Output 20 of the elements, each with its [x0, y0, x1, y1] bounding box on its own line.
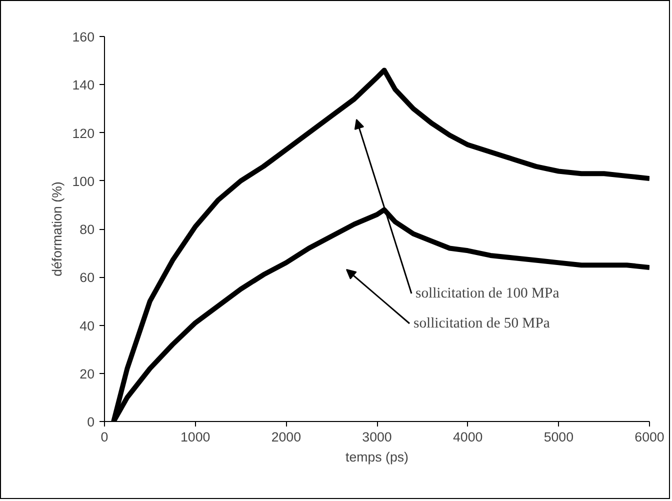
annotation: sollicitation de 50 MPa: [414, 316, 550, 332]
x-tick-label: 5000: [544, 430, 574, 444]
y-tick-label: 160: [72, 30, 95, 44]
x-tick-label: 1000: [180, 430, 210, 444]
y-tick-label: 120: [72, 126, 95, 141]
x-tick-label: 0: [100, 430, 108, 444]
x-tick-label: 2000: [271, 430, 301, 444]
y-tick-label: 60: [80, 270, 95, 286]
x-axis-title: temps (ps): [346, 450, 408, 464]
x-tick-label: 3000: [362, 430, 392, 444]
y-tick-label: 40: [80, 318, 95, 334]
y-tick-label: 100: [72, 174, 95, 189]
y-tick-label: 140: [72, 78, 95, 93]
annotation: sollicitation de 100 MPa: [416, 286, 560, 302]
y-tick-label: 80: [80, 222, 95, 237]
y-tick-label: 0: [87, 414, 95, 430]
x-tick-label: 4000: [453, 430, 483, 444]
y-axis-title: déformation (%): [49, 182, 64, 276]
x-tick-label: 6000: [634, 430, 664, 444]
y-tick-label: 20: [80, 366, 95, 382]
